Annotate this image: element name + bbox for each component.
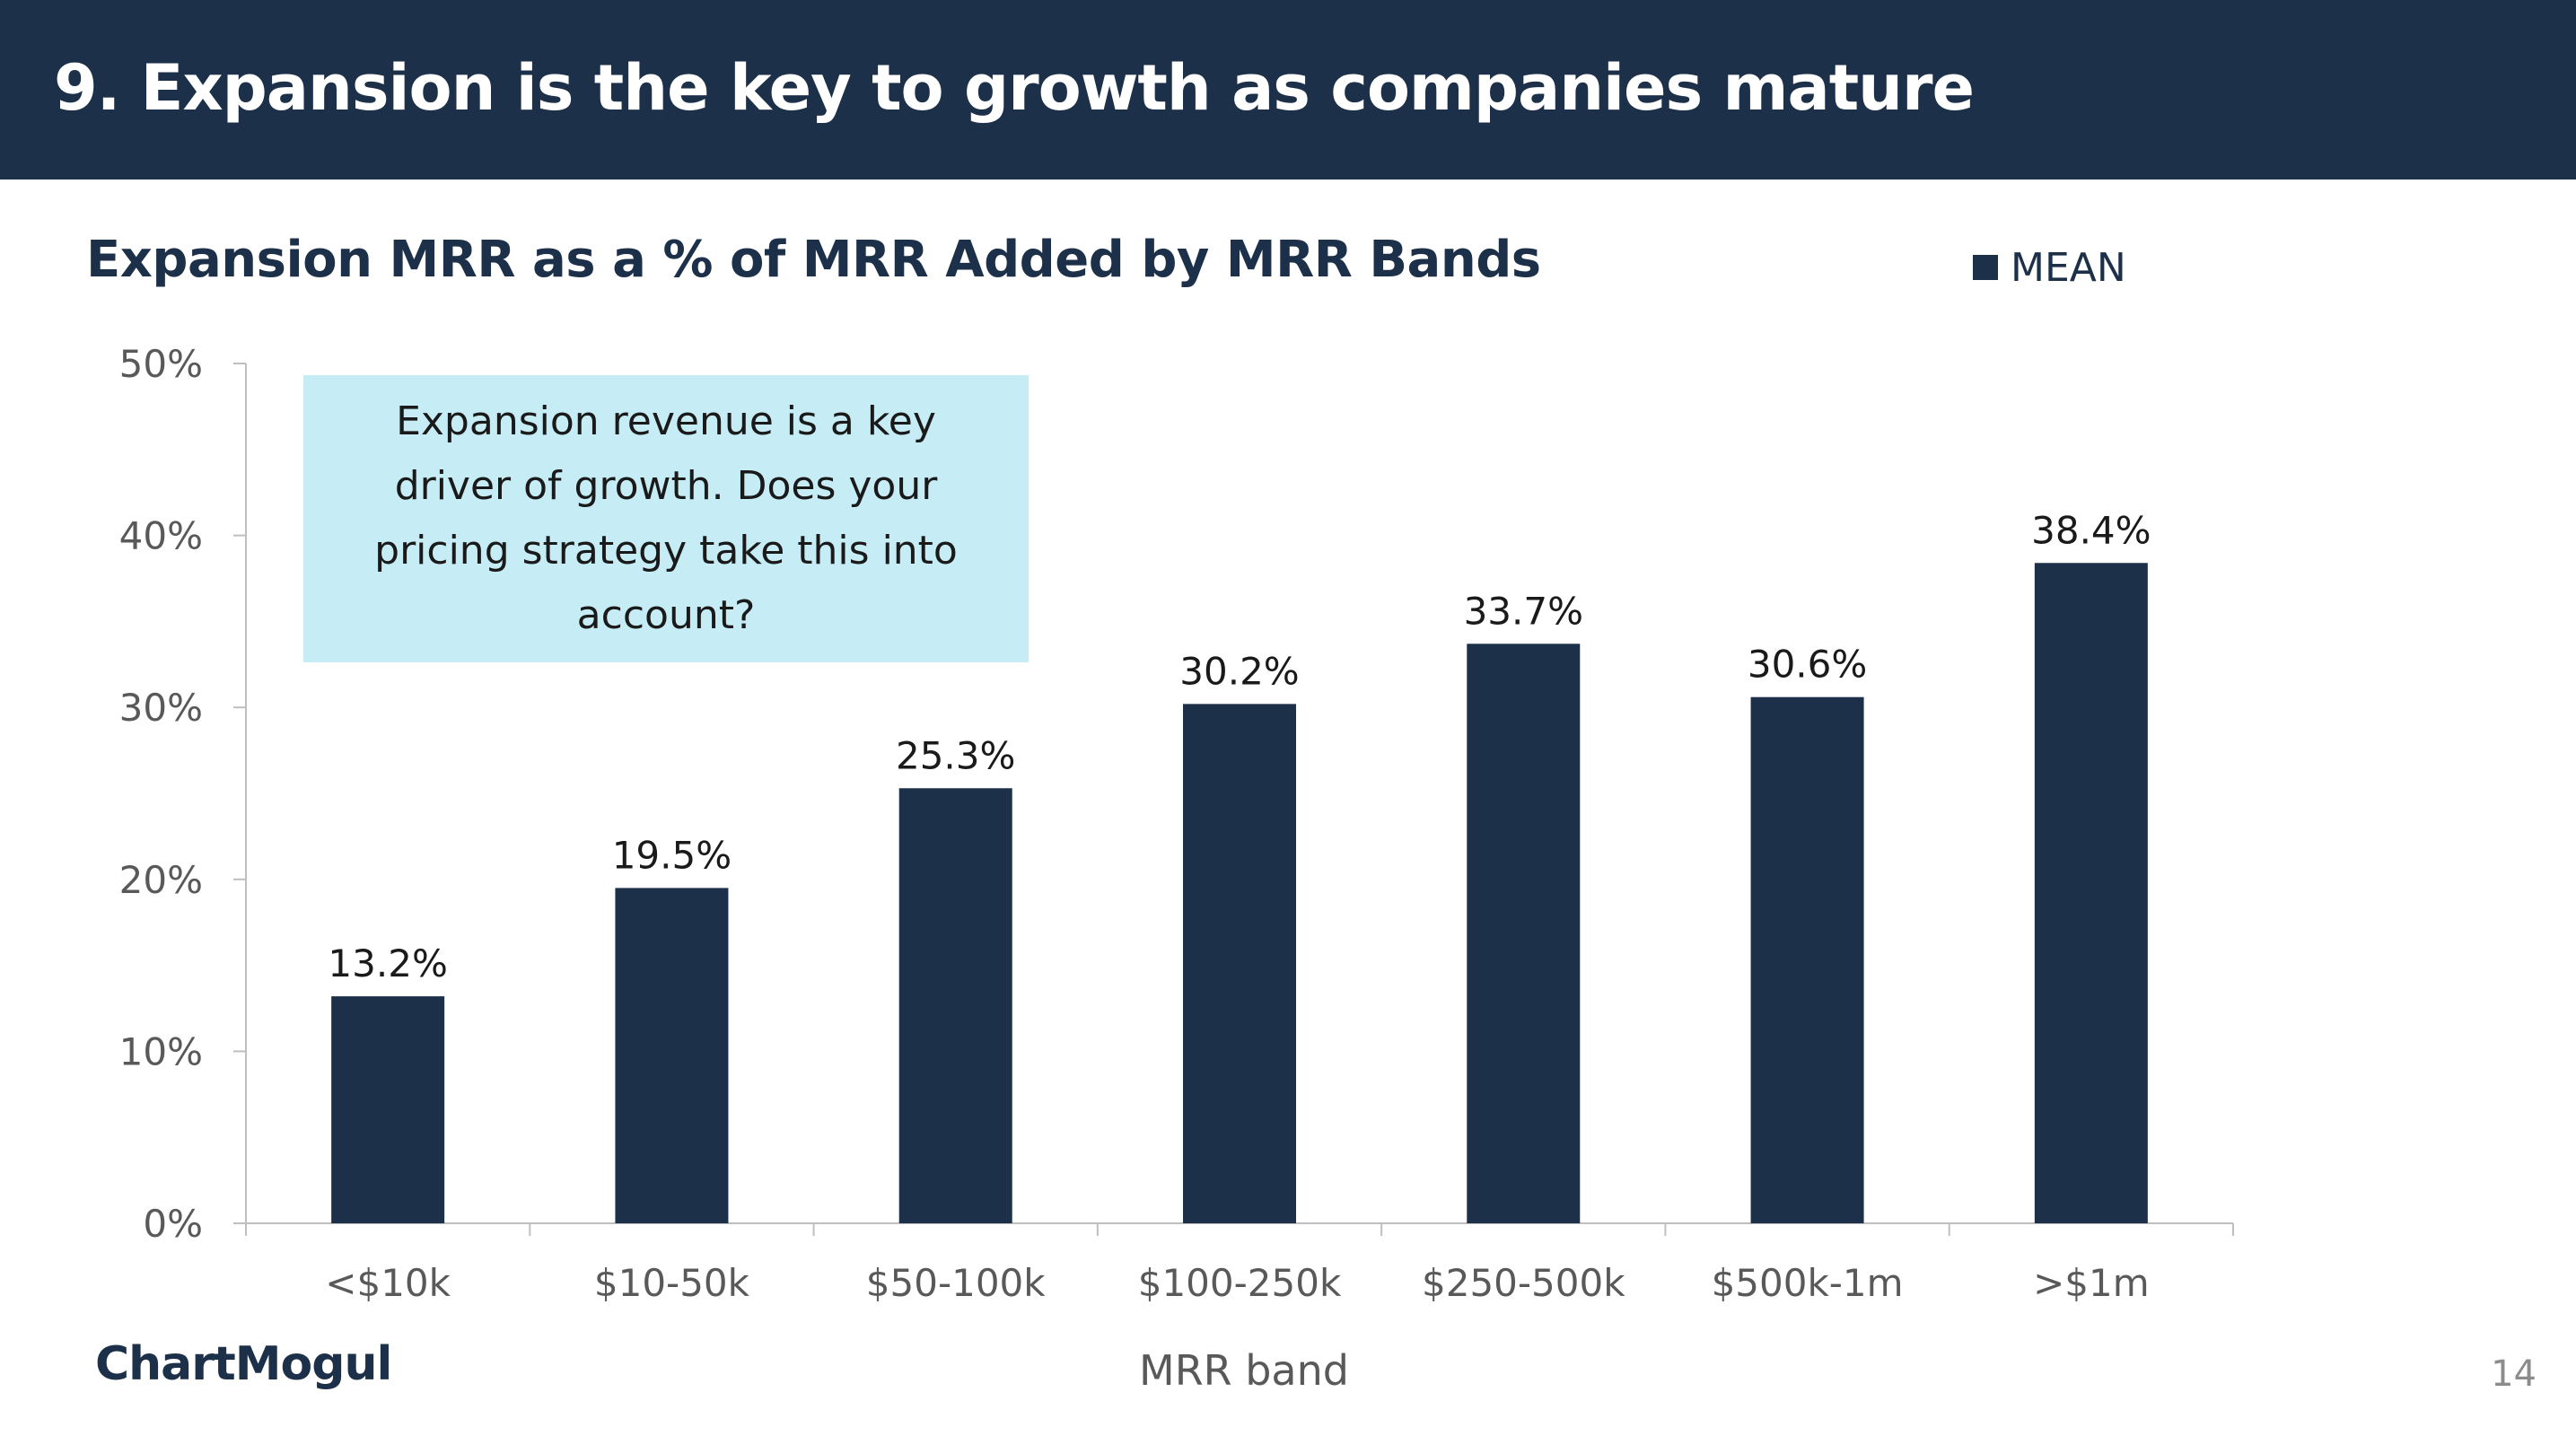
bar <box>898 788 1012 1223</box>
data-label: 19.5% <box>612 833 732 877</box>
bar <box>1467 644 1581 1223</box>
callout-text: Expansion revenue is a key driver of gro… <box>374 398 958 638</box>
page-number: 14 <box>2491 1353 2537 1395</box>
data-label: 13.2% <box>328 941 447 985</box>
legend-swatch <box>1973 255 1998 280</box>
y-tick-label: 50% <box>119 342 203 386</box>
x-tick-label: $250-500k <box>1422 1261 1625 1305</box>
slide-title: 9. Expansion is the key to growth as com… <box>54 51 1975 125</box>
data-label: 25.3% <box>896 733 1015 777</box>
data-label: 30.2% <box>1179 649 1299 693</box>
y-tick-label: 30% <box>119 686 203 730</box>
chartmogul-logo: ChartMogul <box>95 1337 392 1391</box>
bar <box>2034 563 2148 1223</box>
bar <box>331 996 445 1223</box>
legend-label: MEAN <box>2011 244 2126 291</box>
x-tick-label: $50-100k <box>866 1261 1046 1305</box>
callout-box: Expansion revenue is a key driver of gro… <box>303 375 1029 662</box>
chart-legend: MEAN <box>1973 241 2126 294</box>
chart-labels: 13.2% <$10k 19.5% $10-50k 25.3% $50-100k 30.2%… <box>325 508 2151 1305</box>
x-tick-label: <$10k <box>325 1261 451 1305</box>
bar <box>1183 704 1296 1223</box>
x-tick-label: >$1m <box>2033 1261 2150 1305</box>
bar <box>1750 696 1864 1223</box>
bar <box>615 888 729 1223</box>
y-tick-label: 20% <box>119 858 203 902</box>
data-label: 30.6% <box>1748 643 1867 687</box>
x-axis-title: MRR band <box>1139 1346 1349 1395</box>
data-label: 38.4% <box>2031 508 2151 552</box>
slide-header: 9. Expansion is the key to growth as com… <box>0 0 2576 180</box>
x-tick-label: $100-250k <box>1138 1261 1342 1305</box>
chart-title: Expansion MRR as a % of MRR Added by MRR… <box>86 231 1541 289</box>
y-tick-label: 10% <box>119 1029 203 1073</box>
y-tick-label: 0% <box>143 1202 203 1246</box>
y-tick-label: 40% <box>119 514 203 558</box>
chart-bars <box>331 563 2148 1223</box>
data-label: 33.7% <box>1464 589 1583 633</box>
x-tick-label: $10-50k <box>594 1261 750 1305</box>
x-tick-label: $500k-1m <box>1712 1261 1904 1305</box>
